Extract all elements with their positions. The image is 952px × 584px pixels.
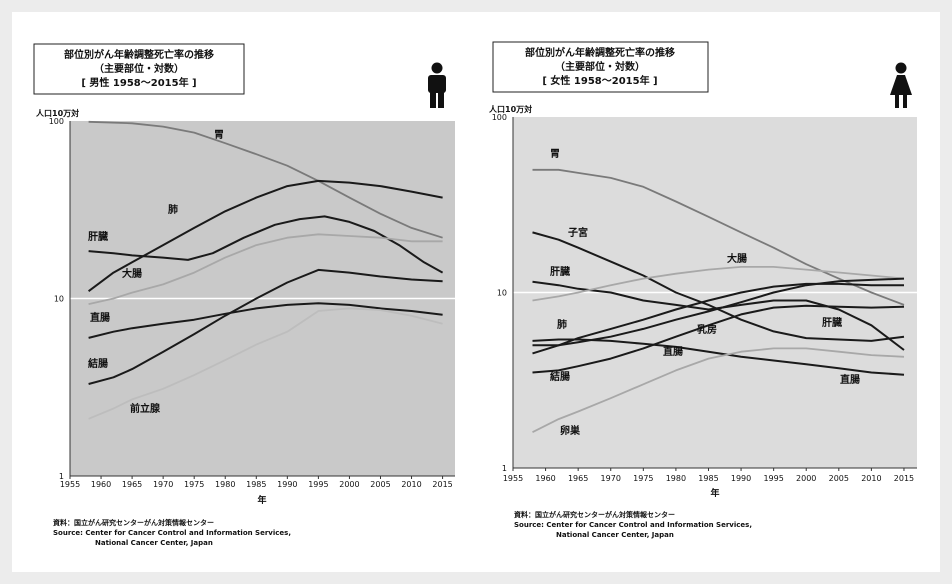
series-label: 肺 [557, 318, 567, 331]
series-line-5 [532, 277, 905, 347]
male-figure-icon [428, 62, 446, 108]
chart-title-line1: 部位別がん年齢調整死亡率の推移 [64, 48, 214, 61]
x-axis-label: 年 [710, 487, 719, 499]
series-label: 直腸 [90, 311, 110, 324]
x-tick-label: 2015 [432, 480, 452, 489]
x-tick-label: 1955 [60, 480, 80, 489]
series-line-6 [532, 338, 905, 376]
chart-male: 部位別がん年齢調整死亡率の推移 （主要部位・対数） [ 男性 1958～2015… [33, 43, 455, 547]
series-label: 結腸 [88, 357, 108, 370]
y-tick-label: 10 [54, 295, 64, 304]
x-tick-label: 2010 [401, 480, 421, 489]
chart-title-line2: （主要部位・対数） [555, 60, 645, 73]
series-line-3 [88, 233, 443, 305]
series-label: 乳房 [697, 323, 717, 336]
source-line2: Source: Center for Cancer Control and In… [514, 521, 752, 529]
x-tick-label: 1995 [308, 480, 328, 489]
series-line-6 [88, 307, 443, 420]
series-line-1 [532, 231, 905, 342]
title-box [492, 41, 709, 93]
series-label: 直腸 [840, 373, 860, 386]
x-tick-label: 1960 [91, 480, 111, 489]
x-tick-label: 1955 [503, 474, 523, 483]
x-tick-label: 1975 [633, 474, 653, 483]
series-label: 肝臓 [550, 265, 570, 278]
chart-title-line1: 部位別がん年齢調整死亡率の推移 [525, 46, 675, 59]
series-label: 胃 [550, 148, 560, 160]
series-label: 大腸 [122, 267, 142, 280]
series-label: 卵巣 [560, 424, 581, 437]
x-tick-label: 1965 [568, 474, 588, 483]
x-tick-label: 1965 [122, 480, 142, 489]
title-box [33, 43, 245, 95]
series-label: 大腸 [727, 252, 747, 265]
series-line-2 [532, 280, 905, 351]
x-tick-label: 2015 [894, 474, 914, 483]
x-tick-label: 2005 [370, 480, 390, 489]
series-label: 肺 [168, 203, 178, 216]
y-axis-label: 人口10万対 [489, 104, 532, 114]
x-tick-label: 1985 [698, 474, 718, 483]
source-line1: 資料：国立がん研究センターがん対策情報センター [53, 518, 214, 527]
source-line2: Source: Center for Cancer Control and In… [53, 529, 291, 537]
x-tick-label: 1970 [153, 480, 173, 489]
series-label: 肝臓 [88, 230, 108, 243]
x-tick-label: 1990 [277, 480, 297, 489]
x-tick-label: 1985 [246, 480, 266, 489]
series-line-8 [532, 347, 905, 434]
series-label: 胃 [214, 129, 224, 141]
x-tick-label: 1980 [666, 474, 686, 483]
x-tick-label: 1980 [215, 480, 235, 489]
source-line3: National Cancer Center, Japan [556, 531, 674, 539]
x-tick-label: 2005 [829, 474, 849, 483]
y-axis-label: 人口10万対 [36, 108, 79, 118]
y-tick-label: 100 [49, 117, 64, 126]
chart-female: 部位別がん年齢調整死亡率の推移 （主要部位・対数） [ 女性 1958～2015… [489, 41, 917, 539]
x-tick-label: 1990 [731, 474, 751, 483]
x-axis-label: 年 [257, 494, 266, 506]
series-line-3 [532, 266, 905, 302]
series-line-0 [88, 120, 443, 239]
y-tick-label: 1 [502, 464, 507, 473]
series-label: 肝臓 [822, 316, 842, 329]
series-line-4 [532, 282, 904, 355]
x-tick-label: 2010 [861, 474, 881, 483]
y-tick-label: 10 [497, 289, 507, 298]
chart-title-line3: [ 男性 1958～2015年 ] [81, 76, 196, 89]
series-line-1 [88, 179, 443, 293]
chart-title-line2: （主要部位・対数） [94, 62, 184, 75]
y-tick-label: 100 [492, 113, 507, 122]
series-line-7 [532, 304, 905, 374]
series-line-0 [532, 168, 905, 306]
chart-title-line3: [ 女性 1958～2015年 ] [542, 74, 657, 87]
x-tick-label: 2000 [339, 480, 359, 489]
series-line-4 [88, 302, 443, 339]
series-line-5 [88, 268, 443, 385]
x-tick-label: 1975 [184, 480, 204, 489]
y-tick-label: 1 [59, 472, 64, 481]
series-line-2 [88, 215, 444, 274]
x-tick-label: 1995 [763, 474, 783, 483]
x-tick-label: 1970 [601, 474, 621, 483]
x-tick-label: 1960 [535, 474, 555, 483]
x-tick-label: 2000 [796, 474, 816, 483]
source-line1: 資料：国立がん研究センターがん対策情報センター [514, 510, 675, 519]
source-line3: National Cancer Center, Japan [95, 539, 213, 547]
series-label: 前立腺 [130, 402, 161, 415]
series-label: 子宮 [568, 226, 588, 239]
series-label: 結腸 [550, 370, 570, 383]
series-label: 直腸 [663, 345, 683, 358]
female-figure-icon [890, 62, 912, 108]
